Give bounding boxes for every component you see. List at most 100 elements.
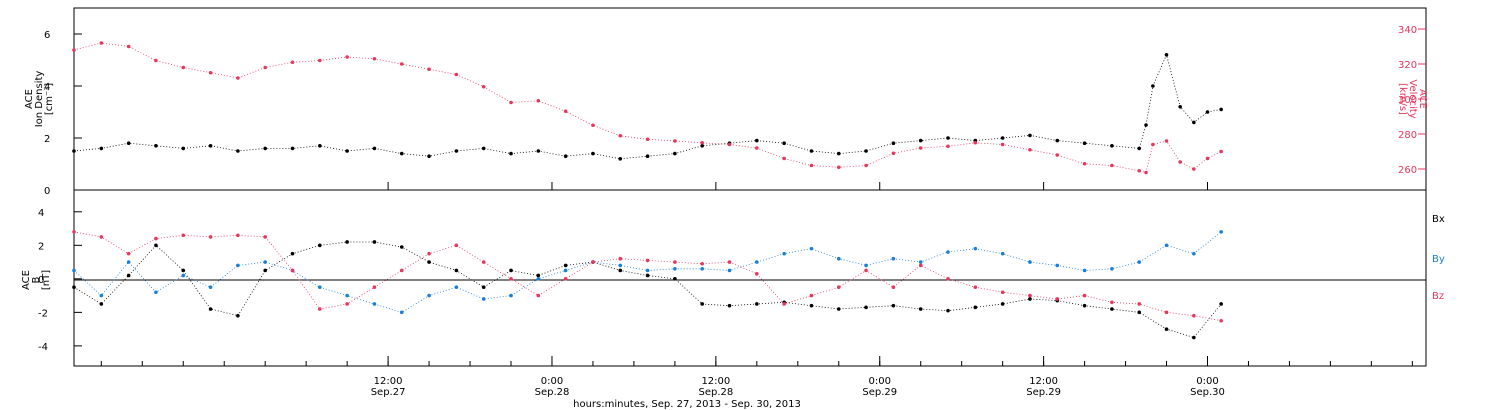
velocity-point	[1028, 147, 1032, 152]
density-point	[126, 141, 131, 145]
velocity-point	[727, 142, 732, 147]
density-point	[836, 151, 841, 156]
density-panel-frame	[73, 7, 1427, 191]
velocity-point	[126, 44, 131, 49]
velocity-point	[618, 133, 623, 138]
bx-point	[208, 307, 213, 311]
bfield-ylabel-line3: [nT]	[41, 270, 52, 290]
bz-point	[918, 263, 923, 268]
bz-point	[1082, 293, 1087, 298]
density-point	[645, 154, 650, 158]
bx-point	[973, 305, 978, 310]
by-point	[99, 293, 104, 298]
by-point	[946, 250, 950, 254]
velocity-point	[645, 137, 650, 142]
by-point	[181, 273, 186, 278]
bz-point	[126, 251, 131, 256]
by-point	[1000, 251, 1005, 256]
velocity-ylabel: ACE Velocity [km/s]	[1397, 79, 1428, 118]
time-tick-date: Sep.30	[1190, 387, 1225, 398]
by-point	[399, 310, 404, 315]
by-point	[1164, 243, 1169, 248]
by-point	[755, 260, 759, 264]
density-point	[1205, 110, 1210, 114]
density-point	[1164, 53, 1169, 57]
velocity-point	[536, 98, 541, 103]
density-ytick-label: 4	[44, 82, 50, 93]
bx-point	[645, 273, 650, 278]
legend-bz: Bz	[1432, 291, 1444, 302]
velocity-ytick-label: 320	[1398, 60, 1417, 71]
velocity-ytick-label: 300	[1398, 95, 1417, 106]
by-point	[72, 268, 76, 273]
density-point	[1110, 144, 1114, 148]
density-ytick-label: 2	[44, 134, 50, 145]
density-point	[918, 138, 923, 143]
velocity-point	[318, 58, 322, 63]
bz-point	[1164, 310, 1169, 315]
density-point	[181, 146, 186, 151]
time-tick-date: Sep.27	[371, 387, 406, 398]
time-tick-label: 0:00	[869, 376, 891, 387]
time-tick-date: Sep.29	[1026, 387, 1061, 398]
bx-point	[345, 240, 349, 244]
density-point	[1082, 141, 1087, 145]
bz-point	[1137, 302, 1142, 306]
density-point	[208, 144, 213, 148]
velocity-point	[864, 163, 868, 168]
bz-point	[181, 233, 186, 238]
bx-point	[1137, 310, 1142, 315]
density-point	[700, 144, 705, 148]
velocity-point	[208, 70, 213, 75]
velocity-point	[1110, 163, 1114, 168]
density-point	[372, 146, 377, 151]
bx-point	[891, 303, 896, 308]
bz-point	[454, 243, 459, 248]
velocity-point	[236, 76, 240, 80]
bz-point	[809, 293, 814, 298]
by-point	[1110, 266, 1114, 271]
time-tick-date: Sep.28	[698, 387, 733, 398]
velocity-point	[1192, 167, 1196, 171]
bfield-ylabel-line1: ACE	[21, 270, 32, 290]
bfield-ytick-label: 4	[38, 208, 44, 219]
velocity-point	[782, 156, 786, 161]
bx-point	[263, 268, 267, 273]
density-ylabel-line1: ACE	[24, 89, 35, 109]
velocity-point	[481, 84, 486, 89]
density-point	[809, 149, 814, 153]
bx-point	[809, 303, 814, 308]
by-point	[536, 277, 541, 281]
velocity-point	[427, 67, 431, 72]
bfield-ytick-label: 2	[38, 241, 44, 252]
by-point	[481, 297, 486, 301]
by-point	[263, 260, 267, 264]
bz-point	[208, 235, 213, 239]
by-point	[1028, 260, 1032, 264]
by-point	[864, 263, 868, 268]
density-point	[427, 154, 431, 158]
bz-point	[427, 251, 431, 256]
density-point	[1144, 123, 1148, 127]
bz-point	[536, 293, 541, 298]
bz-point	[372, 285, 377, 290]
by-point	[809, 246, 814, 251]
time-tick-date: Sep.29	[862, 387, 897, 398]
time-tick-label: 12:00	[701, 376, 730, 387]
density-point	[1219, 107, 1223, 112]
by-point	[509, 293, 513, 298]
marks-layer	[72, 41, 1223, 340]
bz-point	[263, 235, 267, 239]
x-axis-label: hours:minutes, Sep. 27, 2013 - Sep. 30, …	[573, 399, 801, 410]
by-point	[618, 263, 623, 268]
velocity-point	[1219, 149, 1223, 154]
velocity-point	[509, 100, 513, 105]
velocity-ylabel-line2: Velocity	[1407, 79, 1418, 118]
time-tick-label: 12:00	[1029, 376, 1058, 387]
bz-point	[1000, 290, 1005, 295]
by-point	[372, 302, 377, 306]
bx-point	[1192, 335, 1196, 340]
velocity-ylabel-line1: ACE	[1417, 89, 1428, 109]
velocity-point	[99, 41, 104, 45]
velocity-point	[290, 60, 295, 65]
